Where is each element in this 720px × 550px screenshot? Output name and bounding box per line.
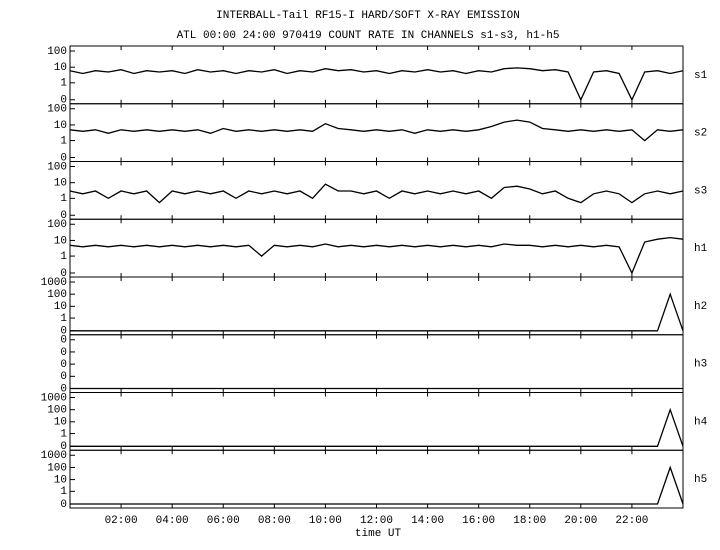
y-tick-label: 0 — [60, 347, 67, 359]
panel-frame — [69, 334, 684, 393]
x-axis-label: time UT — [355, 528, 402, 540]
x-tick-label: 20:00 — [564, 515, 597, 527]
y-tick-label: 10 — [54, 474, 67, 486]
panel-label: s1 — [694, 70, 708, 82]
y-tick-label: 100 — [47, 104, 67, 116]
y-tick-label: 1 — [60, 193, 67, 205]
y-tick-label: 100 — [47, 462, 67, 474]
y-tick-label: 1000 — [41, 450, 67, 462]
y-tick-label: 0 — [60, 210, 67, 222]
panel-frame — [69, 392, 684, 451]
y-tick-label: 10 — [54, 62, 67, 74]
data-line — [70, 292, 684, 332]
y-tick-label: 1 — [60, 251, 67, 263]
x-tick-label: 12:00 — [360, 515, 393, 527]
panel-label: s3 — [694, 185, 707, 197]
x-tick-label: 22:00 — [615, 515, 648, 527]
x-tick-label: 18:00 — [513, 515, 546, 527]
y-tick-label: 10 — [54, 120, 67, 132]
data-line — [69, 119, 684, 142]
panel-label: h4 — [694, 416, 708, 428]
panel-frame — [69, 218, 684, 278]
panel-label: s2 — [694, 128, 707, 140]
y-tick-label: 1 — [60, 135, 67, 147]
y-tick-label: 1 — [60, 486, 67, 498]
panel-label: h5 — [694, 474, 707, 486]
y-tick-label: 0 — [60, 326, 67, 338]
panel-label: h1 — [694, 243, 708, 255]
data-line — [69, 67, 684, 102]
y-tick-label: 1 — [60, 78, 67, 90]
chart-title: INTERBALL-Tail RF15-I HARD/SOFT X-RAY EM… — [216, 10, 520, 22]
y-tick-label: 10 — [54, 417, 67, 429]
data-line — [69, 183, 684, 204]
x-tick-label: 16:00 — [462, 515, 495, 527]
panel-frame — [69, 449, 684, 509]
data-line — [70, 465, 684, 505]
y-tick-label: 0 — [60, 152, 67, 164]
y-tick-label: 0 — [60, 359, 67, 371]
y-tick-label: 0 — [60, 441, 67, 453]
y-tick-label: 0 — [60, 95, 67, 107]
y-tick-label: 100 — [47, 289, 67, 301]
y-tick-label: 0 — [60, 268, 67, 280]
y-tick-label: 10 — [54, 178, 67, 190]
y-tick-label: 0 — [60, 499, 67, 511]
y-tick-label: 100 — [47, 46, 67, 58]
y-tick-label: 1000 — [41, 392, 67, 404]
y-tick-label: 1000 — [41, 277, 67, 289]
panel-frame — [69, 103, 684, 162]
x-tick-label: 04:00 — [156, 515, 189, 527]
y-tick-label: 10 — [54, 301, 67, 313]
y-tick-label: 100 — [47, 405, 67, 417]
x-tick-label: 02:00 — [105, 515, 138, 527]
chart-subtitle: ATL 00:00 24:00 970419 COUNT RATE IN CHA… — [177, 30, 560, 42]
panel-label: h2 — [694, 301, 707, 313]
x-tick-label: 10:00 — [309, 515, 342, 527]
x-tick-label: 08:00 — [258, 515, 291, 527]
y-tick-label: 0 — [60, 335, 67, 347]
y-tick-label: 10 — [54, 235, 67, 247]
y-tick-label: 100 — [47, 219, 67, 231]
y-tick-label: 0 — [60, 371, 67, 383]
panel-label: h3 — [694, 359, 707, 371]
y-tick-label: 0 — [60, 383, 67, 395]
panel-frame — [69, 276, 684, 336]
data-line — [69, 236, 684, 275]
x-tick-label: 06:00 — [207, 515, 240, 527]
y-tick-label: 1 — [60, 428, 67, 440]
data-line — [70, 407, 684, 447]
y-tick-label: 1 — [60, 313, 67, 325]
y-tick-label: 100 — [47, 161, 67, 173]
panel-frame — [69, 45, 684, 105]
x-tick-label: 14:00 — [411, 515, 444, 527]
